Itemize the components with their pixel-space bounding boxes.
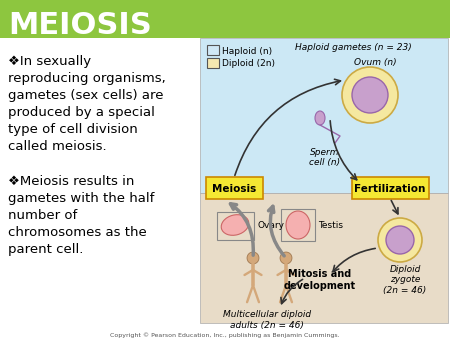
FancyBboxPatch shape	[207, 58, 219, 68]
FancyBboxPatch shape	[206, 177, 263, 199]
Ellipse shape	[286, 211, 310, 239]
Text: Meiosis: Meiosis	[212, 184, 256, 194]
Text: Haploid (n): Haploid (n)	[222, 47, 272, 55]
FancyBboxPatch shape	[200, 38, 448, 193]
Circle shape	[280, 252, 292, 264]
Text: Ovary: Ovary	[257, 220, 284, 230]
FancyBboxPatch shape	[0, 0, 450, 38]
Circle shape	[352, 77, 388, 113]
Text: MEIOSIS: MEIOSIS	[8, 11, 152, 41]
Circle shape	[247, 252, 259, 264]
Text: Fertilization: Fertilization	[354, 184, 426, 194]
Text: Mitosis and
development: Mitosis and development	[284, 269, 356, 291]
Ellipse shape	[221, 215, 249, 235]
Circle shape	[386, 226, 414, 254]
FancyBboxPatch shape	[0, 38, 195, 338]
Text: ❖Meiosis results in
gametes with the half
number of
chromosomes as the
parent ce: ❖Meiosis results in gametes with the hal…	[8, 175, 154, 256]
Text: Copyright © Pearson Education, Inc., publishing as Benjamin Cummings.: Copyright © Pearson Education, Inc., pub…	[110, 332, 340, 338]
Text: Diploid
zygote
(2n = 46): Diploid zygote (2n = 46)	[383, 265, 427, 295]
Text: Multicellular diploid
adults (2n = 46): Multicellular diploid adults (2n = 46)	[223, 310, 311, 330]
Text: Haploid gametes (n = 23): Haploid gametes (n = 23)	[295, 43, 412, 51]
Text: ❖In sexually
reproducing organisms,
gametes (sex cells) are
produced by a specia: ❖In sexually reproducing organisms, game…	[8, 55, 166, 153]
FancyBboxPatch shape	[207, 45, 219, 55]
Text: Sperm
cell (n): Sperm cell (n)	[310, 148, 341, 167]
Text: Ovum (n): Ovum (n)	[354, 57, 396, 67]
Text: Diploid (2n): Diploid (2n)	[222, 59, 275, 69]
Circle shape	[342, 67, 398, 123]
FancyBboxPatch shape	[352, 177, 429, 199]
Text: Testis: Testis	[318, 220, 343, 230]
Ellipse shape	[315, 111, 325, 125]
FancyBboxPatch shape	[200, 193, 448, 323]
Circle shape	[378, 218, 422, 262]
